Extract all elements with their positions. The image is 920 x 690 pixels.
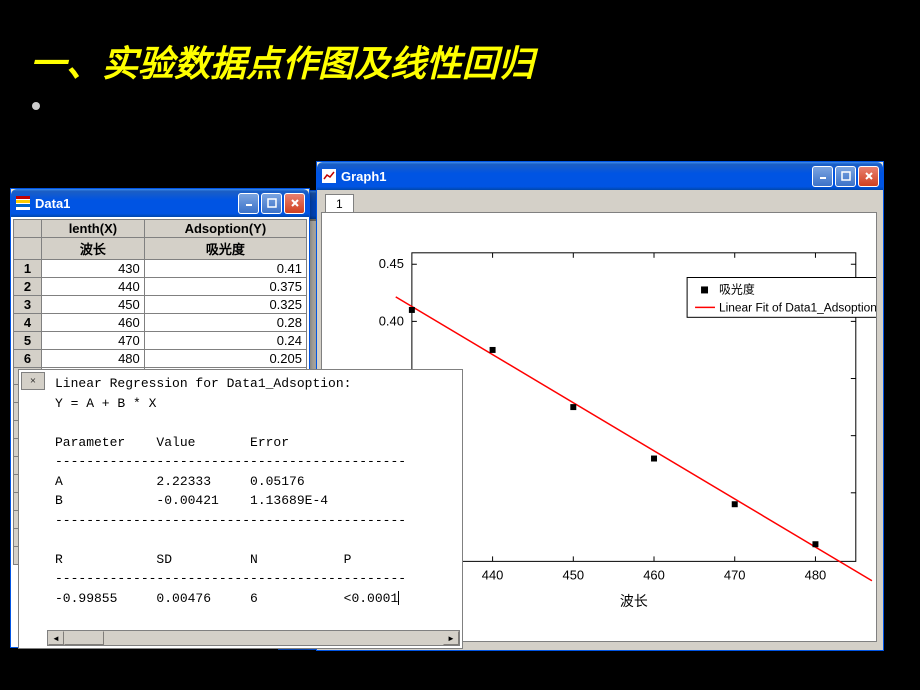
col-y-header[interactable]: Adsoption(Y) bbox=[144, 220, 306, 238]
row-num[interactable]: 5 bbox=[14, 332, 42, 350]
table-row[interactable]: 6 480 0.205 bbox=[14, 350, 307, 368]
results-close-handle[interactable] bbox=[21, 372, 45, 390]
row-num[interactable]: 6 bbox=[14, 350, 42, 368]
row-num[interactable]: 3 bbox=[14, 296, 42, 314]
data-title: Data1 bbox=[35, 196, 238, 211]
cn-corner[interactable] bbox=[14, 238, 42, 260]
data-titlebar[interactable]: Data1 bbox=[11, 189, 309, 217]
col-y-cn[interactable]: 吸光度 bbox=[144, 238, 306, 260]
table-row[interactable]: 4 460 0.28 bbox=[14, 314, 307, 332]
close-button[interactable] bbox=[858, 166, 879, 187]
cell-x[interactable]: 470 bbox=[42, 332, 145, 350]
bullet-dot bbox=[32, 102, 40, 110]
graph-titlebar[interactable]: Graph1 bbox=[317, 162, 883, 190]
col-x-header[interactable]: lenth(X) bbox=[42, 220, 145, 238]
cell-x[interactable]: 440 bbox=[42, 278, 145, 296]
cell-y[interactable]: 0.375 bbox=[144, 278, 306, 296]
data-app-icon bbox=[15, 195, 31, 211]
minimize-button[interactable] bbox=[812, 166, 833, 187]
row-num[interactable]: 4 bbox=[14, 314, 42, 332]
svg-text:0.45: 0.45 bbox=[379, 256, 404, 271]
col-x-cn[interactable]: 波长 bbox=[42, 238, 145, 260]
text-cursor bbox=[398, 591, 399, 605]
svg-text:470: 470 bbox=[724, 567, 746, 582]
svg-text:450: 450 bbox=[563, 567, 585, 582]
graph-tab-1[interactable]: 1 bbox=[325, 194, 354, 213]
maximize-button[interactable] bbox=[835, 166, 856, 187]
graph-title: Graph1 bbox=[341, 169, 812, 184]
close-button[interactable] bbox=[284, 193, 305, 214]
svg-text:波长: 波长 bbox=[620, 594, 648, 610]
minimize-button[interactable] bbox=[238, 193, 259, 214]
svg-text:480: 480 bbox=[805, 567, 827, 582]
cell-y[interactable]: 0.205 bbox=[144, 350, 306, 368]
scroll-left-button[interactable]: ◄ bbox=[48, 631, 64, 645]
svg-text:440: 440 bbox=[482, 567, 504, 582]
row-num[interactable]: 2 bbox=[14, 278, 42, 296]
cell-x[interactable]: 480 bbox=[42, 350, 145, 368]
graph-app-icon bbox=[321, 168, 337, 184]
results-window: Linear Regression for Data1_Adsoption: Y… bbox=[18, 369, 463, 649]
cell-y[interactable]: 0.24 bbox=[144, 332, 306, 350]
results-scrollbar[interactable]: ◄ ► bbox=[47, 630, 460, 646]
table-row[interactable]: 3 450 0.325 bbox=[14, 296, 307, 314]
svg-text:Linear Fit of Data1_Adsoption: Linear Fit of Data1_Adsoption bbox=[719, 300, 876, 314]
svg-text:吸光度: 吸光度 bbox=[719, 281, 755, 296]
cell-y[interactable]: 0.325 bbox=[144, 296, 306, 314]
scroll-right-button[interactable]: ► bbox=[443, 631, 459, 645]
svg-text:460: 460 bbox=[643, 567, 665, 582]
slide-title: 一、实验数据点作图及线性回归 bbox=[30, 35, 534, 87]
cell-x[interactable]: 460 bbox=[42, 314, 145, 332]
maximize-button[interactable] bbox=[261, 193, 282, 214]
cell-y[interactable]: 0.41 bbox=[144, 260, 306, 278]
cell-x[interactable]: 450 bbox=[42, 296, 145, 314]
row-num[interactable]: 1 bbox=[14, 260, 42, 278]
cell-x[interactable]: 430 bbox=[42, 260, 145, 278]
scroll-thumb[interactable] bbox=[64, 631, 104, 645]
cell-y[interactable]: 0.28 bbox=[144, 314, 306, 332]
table-row[interactable]: 1 430 0.41 bbox=[14, 260, 307, 278]
corner-cell[interactable] bbox=[14, 220, 42, 238]
results-text[interactable]: Linear Regression for Data1_Adsoption: Y… bbox=[19, 370, 462, 612]
svg-text:0.40: 0.40 bbox=[379, 313, 404, 328]
table-row[interactable]: 2 440 0.375 bbox=[14, 278, 307, 296]
table-row[interactable]: 5 470 0.24 bbox=[14, 332, 307, 350]
